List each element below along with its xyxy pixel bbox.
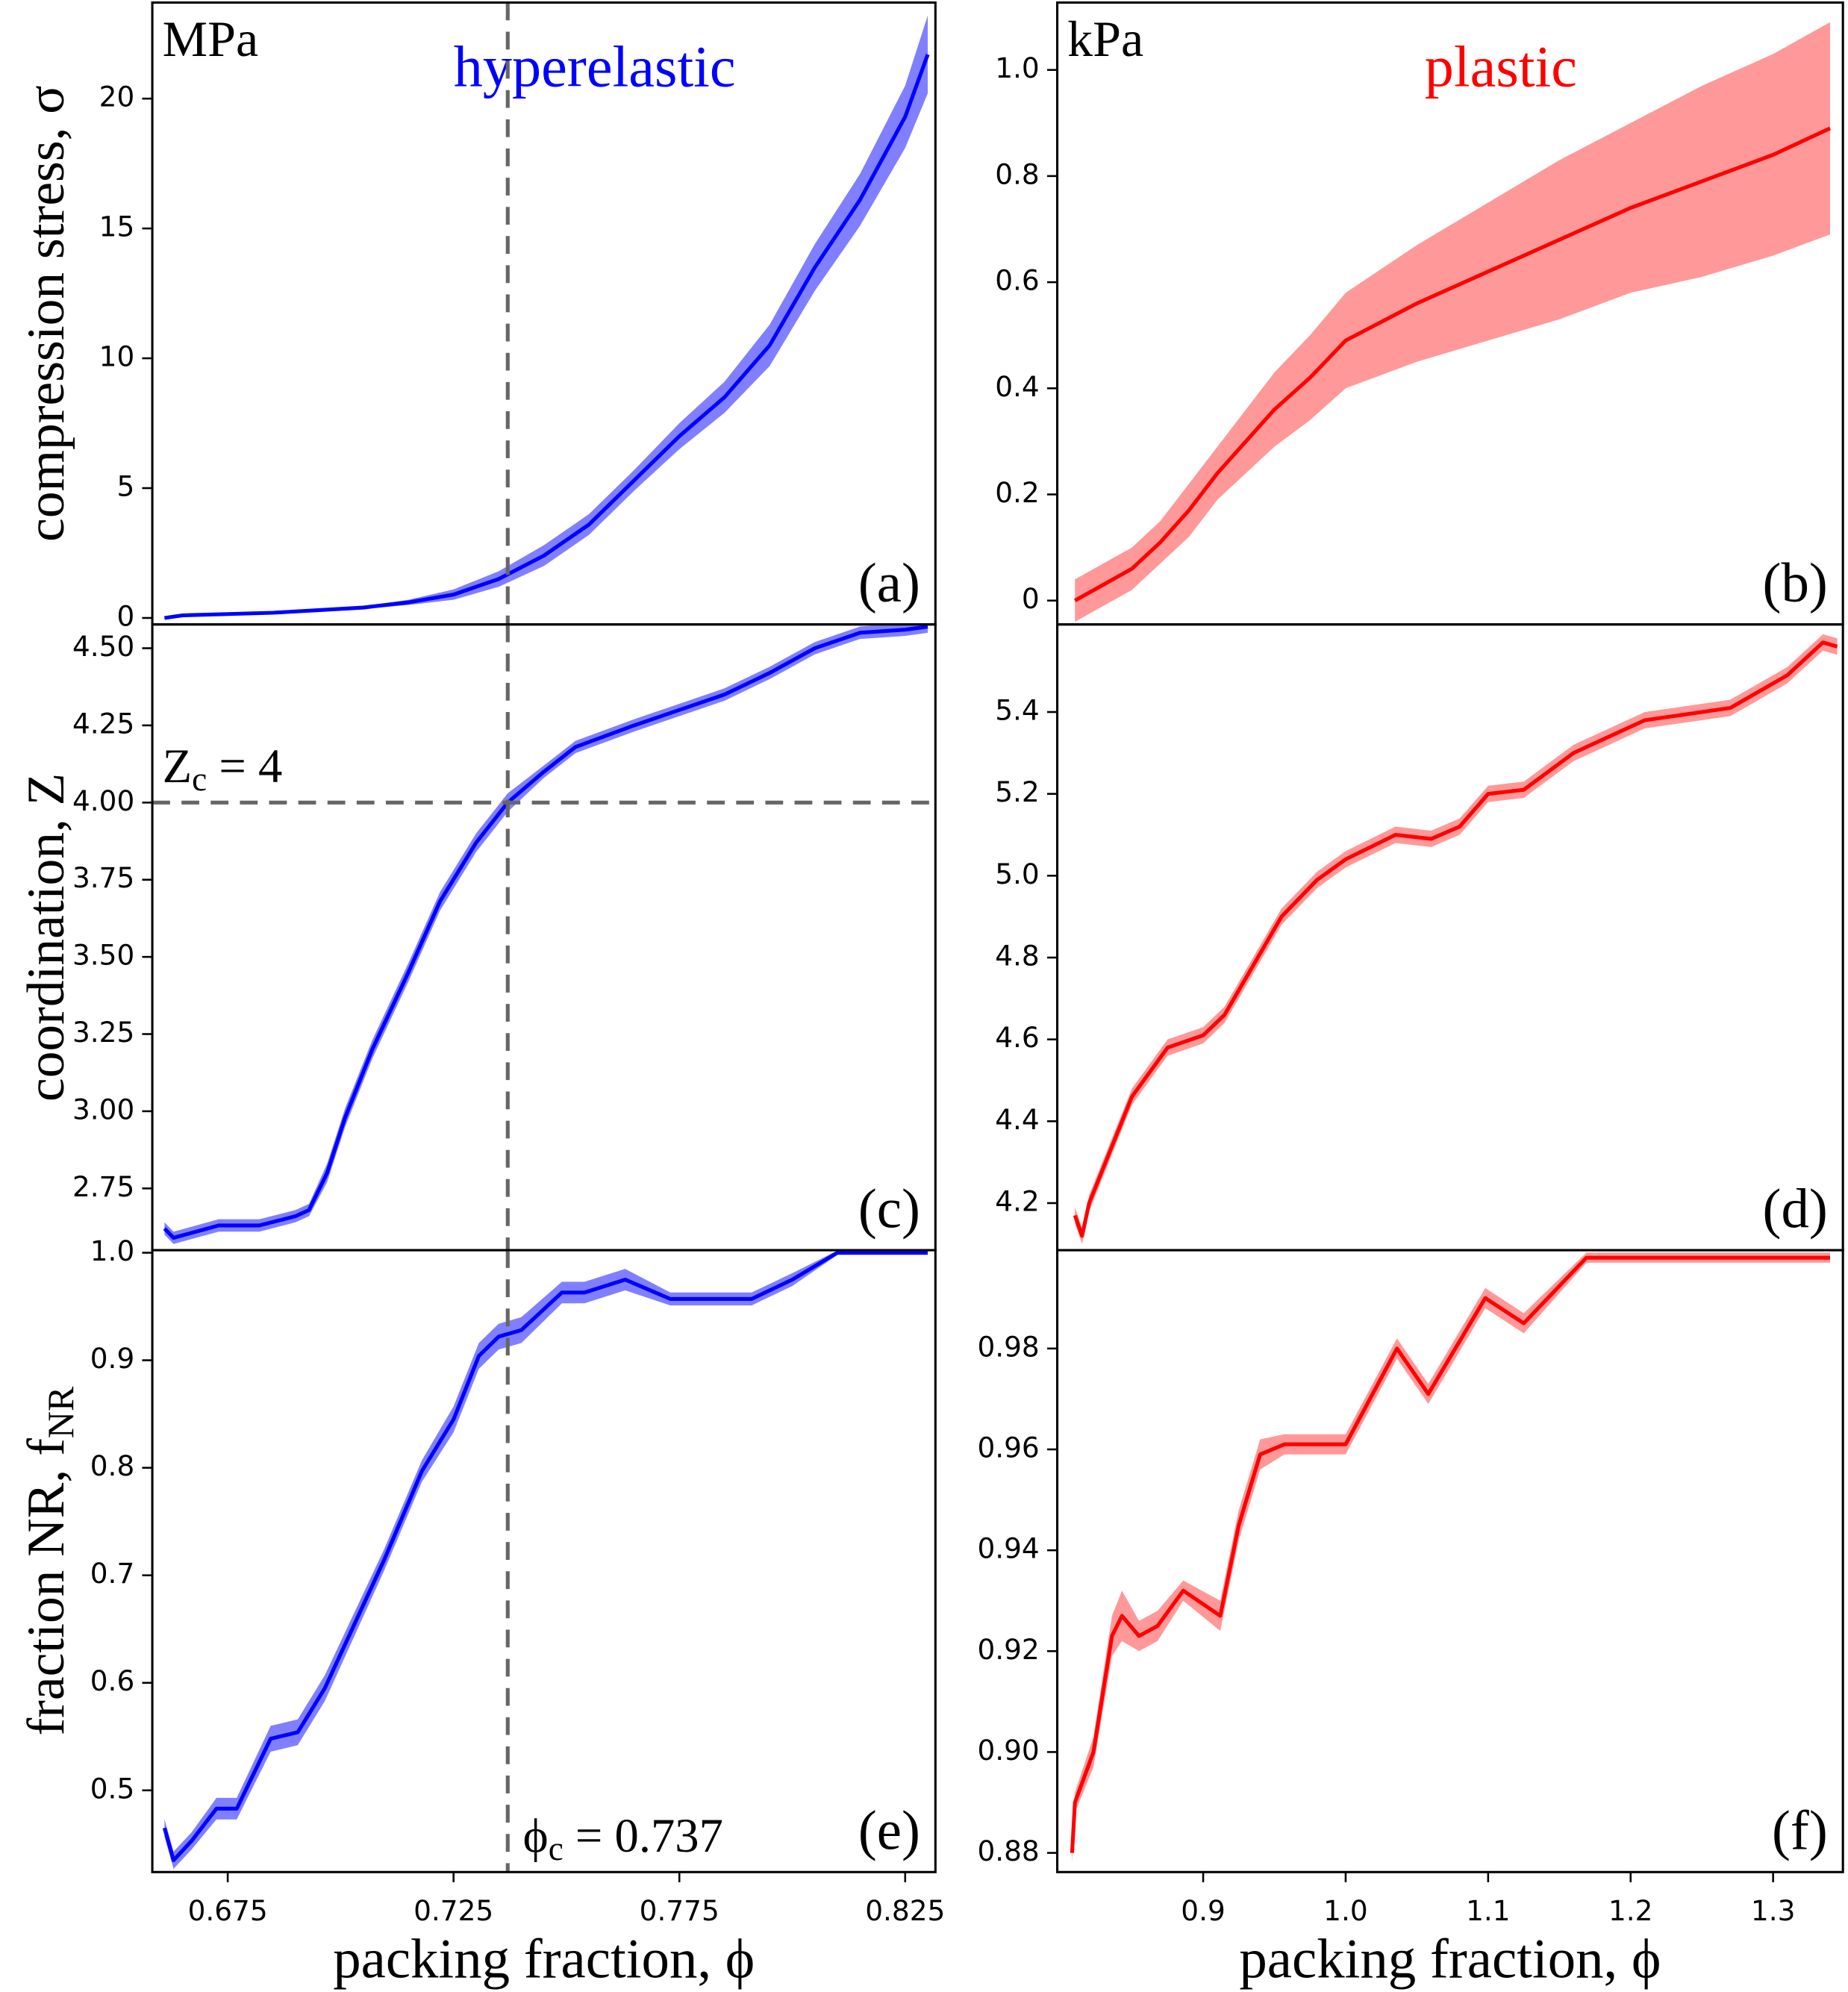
series-label: hyperelastic xyxy=(454,34,736,99)
y-axis-label-part: compression stress, σ xyxy=(16,85,75,542)
y-tick-label: 4.00 xyxy=(72,784,134,817)
y-tick-label: 3.75 xyxy=(72,861,134,894)
y-tick-label: 0.5 xyxy=(90,1772,135,1805)
panel-label: (c) xyxy=(858,1178,920,1240)
y-tick-label: 4.50 xyxy=(72,630,134,663)
panel-label: (b) xyxy=(1763,552,1828,614)
y-tick-label: 0.98 xyxy=(977,1330,1039,1363)
plot-area xyxy=(1070,1252,1831,1864)
y-tick-label: 3.00 xyxy=(72,1093,134,1125)
error-band xyxy=(1075,634,1838,1244)
y-tick-label: 0.6 xyxy=(995,264,1039,297)
y-tick-label: 5.2 xyxy=(995,775,1039,808)
series-label: plastic xyxy=(1425,34,1577,99)
y-tick-label: 5.0 xyxy=(995,858,1039,890)
error-band xyxy=(164,15,928,619)
y-axis-label: compression stress, σ xyxy=(16,85,75,542)
y-tick-label: 0.90 xyxy=(977,1734,1039,1767)
y-tick-label: 0 xyxy=(116,599,134,632)
reference-label: ϕc = 0.737 xyxy=(523,1808,723,1867)
y-tick-label: 5.4 xyxy=(995,694,1039,727)
reference-label-part: = 4 xyxy=(207,739,282,793)
x-tick-label: 0.825 xyxy=(865,1894,945,1927)
y-tick-label: 0.9 xyxy=(90,1342,135,1375)
y-axis-label-part: NR xyxy=(40,1386,81,1438)
y-tick-label: 10 xyxy=(99,340,135,373)
x-tick-label: 1.1 xyxy=(1466,1894,1511,1927)
plot-area xyxy=(164,15,930,620)
panel-frame xyxy=(1056,1249,1844,1873)
y-tick-label: 0.92 xyxy=(977,1633,1039,1666)
series-line xyxy=(164,54,930,620)
series-line xyxy=(1073,126,1832,602)
y-tick-label: 0.2 xyxy=(995,476,1039,509)
plot-area xyxy=(162,1250,928,1869)
x-axis-label: packing fraction, ϕ xyxy=(333,1928,755,1990)
y-tick-label: 5 xyxy=(116,470,134,503)
y-tick-label: 0.8 xyxy=(995,157,1039,190)
panel-label: (a) xyxy=(858,552,920,614)
error-band xyxy=(164,624,928,1244)
y-tick-label: 0.88 xyxy=(977,1835,1039,1867)
y-tick-label: 15 xyxy=(99,210,135,243)
y-tick-label: 20 xyxy=(99,81,135,113)
x-axis-label: packing fraction, ϕ xyxy=(1239,1928,1661,1990)
y-tick-label: 0 xyxy=(1022,582,1040,615)
x-tick-label: 1.2 xyxy=(1608,1894,1653,1927)
panel-frame xyxy=(1056,623,1844,1252)
series-line xyxy=(163,625,928,1240)
x-tick-label: 0.9 xyxy=(1181,1894,1226,1927)
x-tick-label: 0.775 xyxy=(640,1894,719,1927)
y-tick-label: 4.8 xyxy=(995,939,1039,972)
panel-label: (d) xyxy=(1763,1178,1828,1240)
panel-frame xyxy=(151,623,937,1252)
unit-label: kPa xyxy=(1067,10,1143,67)
reference-label-part: c xyxy=(549,1830,564,1867)
y-tick-label: 3.25 xyxy=(72,1016,134,1049)
reference-label-part: c xyxy=(192,761,207,798)
panel-label: (e) xyxy=(858,1800,920,1862)
y-tick-label: 0.4 xyxy=(995,370,1039,403)
panel-label: (f) xyxy=(1772,1800,1828,1862)
y-tick-label: 2.75 xyxy=(72,1170,134,1203)
y-axis-label: coordination, Z xyxy=(16,773,75,1102)
y-tick-label: 4.4 xyxy=(995,1103,1039,1136)
x-tick-label: 1.0 xyxy=(1323,1894,1368,1927)
series-line xyxy=(1073,640,1838,1238)
plot-area xyxy=(1073,22,1832,622)
y-tick-label: 4.25 xyxy=(72,707,134,740)
unit-label: MPa xyxy=(163,10,258,67)
y-tick-label: 0.96 xyxy=(977,1431,1039,1464)
error-band xyxy=(1072,1252,1831,1864)
reference-label: Zc = 4 xyxy=(163,739,283,798)
series-line xyxy=(1070,1255,1831,1853)
y-tick-label: 3.50 xyxy=(72,939,134,972)
x-tick-label: 0.725 xyxy=(413,1894,493,1927)
x-tick-label: 0.675 xyxy=(188,1894,268,1927)
y-tick-label: 0.94 xyxy=(977,1532,1039,1565)
series-line xyxy=(162,1250,928,1863)
y-tick-label: 1.0 xyxy=(995,51,1039,84)
y-axis-label-part: fraction NR, f xyxy=(16,1438,75,1736)
plot-area xyxy=(163,624,928,1244)
error-band xyxy=(164,1250,928,1869)
y-tick-label: 4.6 xyxy=(995,1021,1039,1054)
reference-label-part: = 0.737 xyxy=(564,1808,723,1862)
reference-label-part: ϕ xyxy=(523,1808,549,1862)
y-tick-label: 0.6 xyxy=(90,1664,135,1697)
y-axis-label-part: coordination, Z xyxy=(16,773,75,1102)
reference-label-part: Z xyxy=(163,739,192,793)
y-tick-label: 1.0 xyxy=(90,1234,135,1267)
y-axis-label: fraction NR, fNR xyxy=(16,1386,81,1736)
y-tick-label: 0.7 xyxy=(90,1557,135,1590)
panel-frame xyxy=(151,1249,937,1873)
x-tick-label: 1.3 xyxy=(1751,1894,1796,1927)
y-tick-label: 4.2 xyxy=(995,1184,1039,1217)
y-tick-label: 0.8 xyxy=(90,1449,135,1482)
error-band xyxy=(1075,22,1831,622)
plot-area xyxy=(1073,634,1838,1244)
